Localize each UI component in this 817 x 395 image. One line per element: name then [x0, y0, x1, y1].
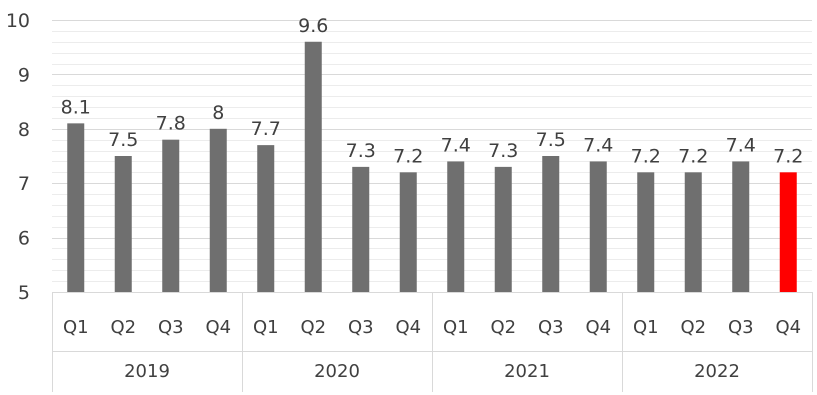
y-tick-label: 7 — [18, 173, 30, 195]
x-tick-label: Q1 — [253, 317, 279, 338]
data-label: 7.3 — [488, 140, 518, 162]
bar — [257, 145, 275, 292]
x-tick-label: Q3 — [348, 317, 374, 338]
x-tick-label: Q1 — [63, 317, 89, 338]
x-tick-label: Q3 — [728, 317, 754, 338]
data-label: 8 — [212, 102, 224, 124]
x-tick-label: Q4 — [205, 317, 231, 338]
bar — [684, 172, 702, 292]
bar — [447, 161, 465, 292]
bar — [352, 166, 370, 292]
data-label: 7.4 — [726, 134, 756, 156]
x-tick-label: Q2 — [110, 317, 136, 338]
data-label: 7.5 — [108, 129, 138, 151]
x-tick-label: Q3 — [538, 317, 564, 338]
data-label: 7.8 — [156, 113, 186, 135]
data-label: 7.2 — [393, 145, 423, 167]
bar — [494, 166, 512, 292]
bar — [304, 41, 322, 293]
y-tick-label: 8 — [18, 119, 30, 141]
x-tick-label: Q2 — [490, 317, 516, 338]
data-label: 8.1 — [61, 96, 91, 118]
data-label: 7.2 — [678, 145, 708, 167]
y-tick-label: 9 — [18, 64, 30, 86]
y-axis-tick-labels: 5 6 7 8 9 10 — [6, 10, 30, 304]
x-group-label: 2022 — [694, 361, 740, 382]
x-axis: Q1 Q2 Q3 Q4 Q1 Q2 Q3 Q4 Q1 Q2 Q3 Q4 Q1 Q2 Q3 Q4 2019 2020… — [52, 292, 813, 392]
data-label: 7.4 — [441, 134, 471, 156]
y-tick-label: 5 — [18, 282, 30, 304]
bar — [779, 172, 797, 292]
x-tick-label: Q4 — [585, 317, 611, 338]
bar — [732, 161, 750, 292]
x-tick-label: Q3 — [158, 317, 184, 338]
y-tick-label: 10 — [6, 10, 30, 32]
x-tick-label: Q4 — [395, 317, 421, 338]
bar — [162, 139, 180, 292]
bar — [209, 128, 227, 292]
x-tick-label: Q1 — [443, 317, 469, 338]
x-tick-label: Q2 — [300, 317, 326, 338]
data-label: 7.7 — [251, 118, 281, 140]
x-group-label: 2019 — [124, 361, 170, 382]
bar — [67, 123, 85, 292]
x-tick-label: Q2 — [680, 317, 706, 338]
data-label: 9.6 — [298, 15, 328, 37]
bar — [637, 172, 655, 292]
data-label: 7.2 — [631, 145, 661, 167]
x-tick-label: Q4 — [775, 317, 801, 338]
bar — [114, 156, 132, 292]
x-group-label: 2021 — [504, 361, 550, 382]
x-tick-label: Q1 — [633, 317, 659, 338]
data-label: 7.4 — [583, 134, 613, 156]
bar — [399, 172, 417, 292]
data-label: 7.3 — [346, 140, 376, 162]
bar — [589, 161, 607, 292]
data-label: 7.2 — [773, 145, 803, 167]
data-label: 7.5 — [536, 129, 566, 151]
y-tick-label: 6 — [18, 228, 30, 250]
bar — [542, 156, 560, 292]
data-labels: 8.1 7.5 7.8 8 7.7 9.6 7.3 7.2 7.4 7.3 7.5 7.4 7.2 7.2… — [61, 15, 804, 168]
bars — [67, 41, 797, 293]
x-group-label: 2020 — [314, 361, 360, 382]
